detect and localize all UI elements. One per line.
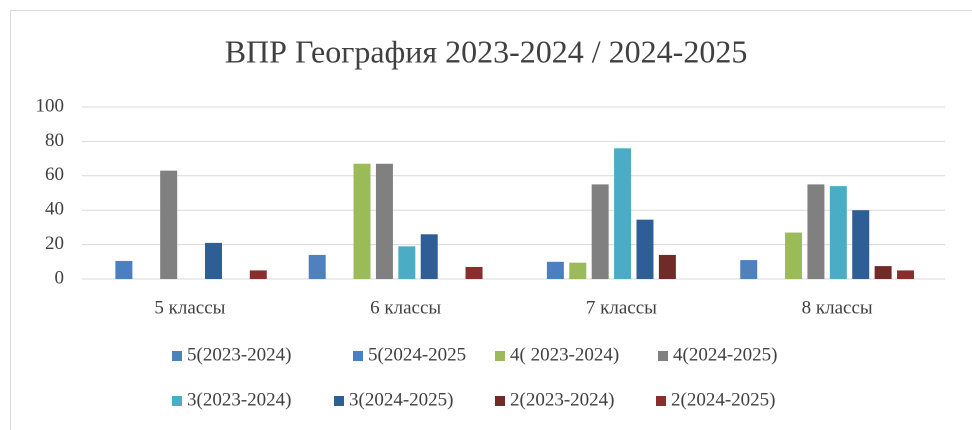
- bar: [375, 163, 393, 279]
- bar: [785, 232, 803, 279]
- bar: [614, 148, 632, 279]
- legend-swatch: [495, 351, 505, 361]
- y-tick-label: 60: [45, 164, 64, 185]
- legend-label: 2(2023-2024): [510, 389, 614, 410]
- bar: [874, 266, 892, 279]
- bar: [829, 186, 847, 279]
- bar: [115, 260, 133, 279]
- x-tick-label: 6 классы: [370, 297, 441, 318]
- legend-swatch: [495, 396, 505, 406]
- y-tick-label: 100: [36, 95, 65, 116]
- bar: [398, 246, 416, 279]
- chart-title: ВПР География 2023-2024 / 2024-2025: [225, 33, 748, 69]
- bar: [897, 270, 915, 279]
- x-tick-label: 5 классы: [154, 297, 225, 318]
- bar: [308, 254, 326, 279]
- bar: [740, 260, 758, 279]
- legend-label: 3(2024-2025): [349, 389, 453, 410]
- bar: [546, 261, 564, 279]
- legend-label: 5(2023-2024): [187, 344, 291, 365]
- y-tick-label: 0: [55, 267, 65, 288]
- bar: [569, 262, 587, 279]
- legend-swatch: [353, 351, 363, 361]
- bar: [420, 234, 438, 279]
- legend-label: 3(2023-2024): [187, 389, 291, 410]
- bar: [465, 266, 483, 279]
- chart-border: [10, 10, 972, 430]
- y-tick-label: 80: [45, 130, 64, 151]
- y-tick-label: 20: [45, 233, 64, 254]
- bar: [204, 242, 222, 279]
- legend-swatch: [172, 351, 182, 361]
- bar: [636, 219, 654, 279]
- y-tick-label: 40: [45, 199, 64, 220]
- x-tick-label: 7 классы: [586, 297, 657, 318]
- bar: [249, 270, 267, 279]
- legend-label: 4(2024-2025): [673, 344, 777, 365]
- bar: [852, 210, 870, 279]
- legend-label: 4( 2023-2024): [510, 344, 619, 365]
- legend-swatch: [172, 396, 182, 406]
- bar: [807, 184, 825, 279]
- bar: [591, 184, 609, 279]
- legend-label: 5(2024-2025: [368, 344, 466, 365]
- legend-swatch: [334, 396, 344, 406]
- legend-swatch: [656, 396, 666, 406]
- bar: [353, 163, 371, 279]
- bar: [658, 254, 676, 279]
- legend-swatch: [658, 351, 668, 361]
- bar: [160, 170, 178, 279]
- x-tick-label: 8 классы: [802, 297, 873, 318]
- legend-label: 2(2024-2025): [671, 389, 775, 410]
